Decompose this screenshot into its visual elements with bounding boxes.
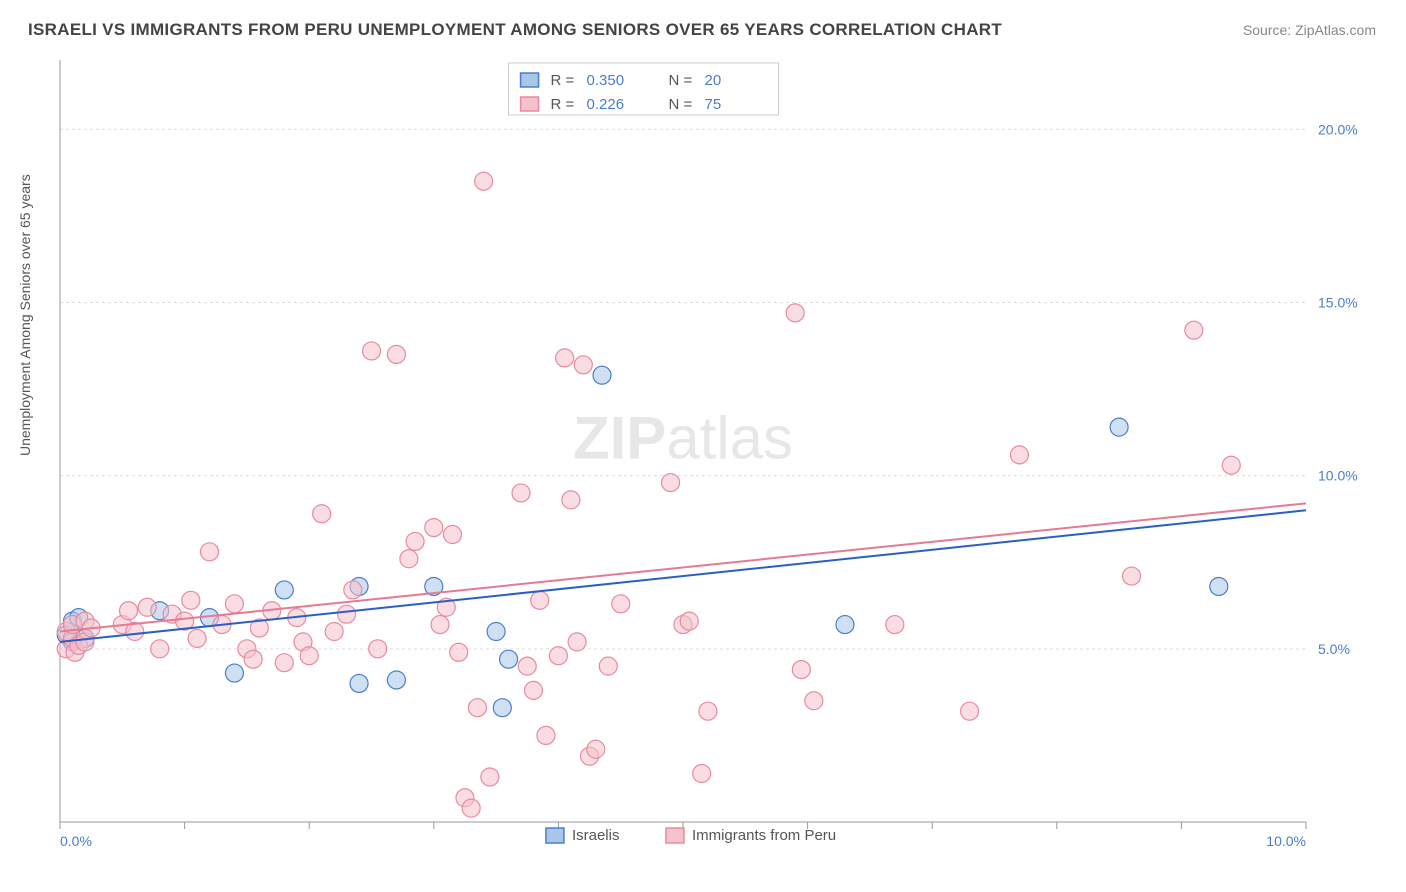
- data-point: [369, 640, 387, 658]
- data-point: [462, 799, 480, 817]
- data-point: [300, 647, 318, 665]
- legend-swatch: [666, 828, 684, 843]
- y-tick-label: 15.0%: [1318, 294, 1358, 310]
- data-point: [568, 633, 586, 651]
- legend-series-label: Immigrants from Peru: [692, 827, 836, 844]
- data-point: [338, 605, 356, 623]
- data-point: [612, 595, 630, 613]
- scatter-chart: ZIPatlas 0.0% 10.0% 5.0% 10.0% 15.0% 20.0% R = 0…: [50, 55, 1376, 857]
- data-point: [1222, 456, 1240, 474]
- chart-title: ISRAELI VS IMMIGRANTS FROM PERU UNEMPLOY…: [28, 20, 1002, 40]
- data-point: [500, 650, 518, 668]
- data-point: [120, 602, 138, 620]
- legend-r-label: R =: [551, 72, 575, 89]
- data-point: [792, 661, 810, 679]
- data-point: [1010, 446, 1028, 464]
- data-point: [556, 349, 574, 367]
- data-point: [225, 595, 243, 613]
- data-point: [1185, 321, 1203, 339]
- data-point: [786, 304, 804, 322]
- data-point: [406, 532, 424, 550]
- data-point: [138, 598, 156, 616]
- data-point: [593, 366, 611, 384]
- source-label: Source: ZipAtlas.com: [1243, 22, 1376, 38]
- data-point: [275, 581, 293, 599]
- data-point: [693, 765, 711, 783]
- data-point: [531, 591, 549, 609]
- data-point: [524, 681, 542, 699]
- data-point: [188, 629, 206, 647]
- data-point: [886, 616, 904, 634]
- legend-r-label: R =: [551, 96, 575, 113]
- legend-n-label: N =: [669, 72, 693, 89]
- data-point: [481, 768, 499, 786]
- legend-swatch: [521, 73, 539, 87]
- legend-swatch: [546, 828, 564, 843]
- legend-r-value: 0.350: [587, 72, 625, 89]
- y-tick-label: 5.0%: [1318, 641, 1350, 657]
- data-point: [344, 581, 362, 599]
- data-point: [350, 674, 368, 692]
- data-point: [549, 647, 567, 665]
- data-point: [313, 505, 331, 523]
- data-point: [574, 356, 592, 374]
- data-point: [537, 726, 555, 744]
- data-point: [244, 650, 262, 668]
- data-point: [836, 616, 854, 634]
- data-point: [562, 491, 580, 509]
- data-point: [431, 616, 449, 634]
- legend-n-label: N =: [669, 96, 693, 113]
- data-point: [599, 657, 617, 675]
- data-point: [225, 664, 243, 682]
- data-point: [699, 702, 717, 720]
- data-point: [201, 543, 219, 561]
- chart-container: Unemployment Among Seniors over 65 years…: [50, 55, 1376, 857]
- data-point: [468, 699, 486, 717]
- data-point: [805, 692, 823, 710]
- legend-series-label: Israelis: [572, 827, 620, 844]
- y-tick-label: 10.0%: [1318, 468, 1358, 484]
- data-point: [475, 172, 493, 190]
- data-point: [425, 519, 443, 537]
- y-tick-label: 20.0%: [1318, 121, 1358, 137]
- data-point: [363, 342, 381, 360]
- data-point: [387, 671, 405, 689]
- data-point: [680, 612, 698, 630]
- data-point: [325, 623, 343, 641]
- data-point: [587, 740, 605, 758]
- legend-swatch: [521, 97, 539, 111]
- data-point: [487, 623, 505, 641]
- legend-n-value: 75: [705, 96, 722, 113]
- data-point: [275, 654, 293, 672]
- trend-line: [60, 503, 1306, 631]
- correlation-legend: [509, 63, 779, 115]
- data-point: [662, 474, 680, 492]
- data-point: [961, 702, 979, 720]
- data-point: [450, 643, 468, 661]
- data-point: [151, 640, 169, 658]
- data-point: [1110, 418, 1128, 436]
- data-point: [1210, 577, 1228, 595]
- x-tick-label: 0.0%: [60, 833, 92, 849]
- data-point: [518, 657, 536, 675]
- legend-n-value: 20: [705, 72, 722, 89]
- data-point: [182, 591, 200, 609]
- y-axis-label: Unemployment Among Seniors over 65 years: [17, 174, 33, 456]
- legend-r-value: 0.226: [587, 96, 625, 113]
- data-point: [493, 699, 511, 717]
- data-point: [443, 526, 461, 544]
- data-point: [512, 484, 530, 502]
- data-point: [1123, 567, 1141, 585]
- watermark: ZIPatlas: [573, 404, 793, 471]
- data-point: [400, 550, 418, 568]
- x-tick-label: 10.0%: [1266, 833, 1306, 849]
- data-point: [387, 345, 405, 363]
